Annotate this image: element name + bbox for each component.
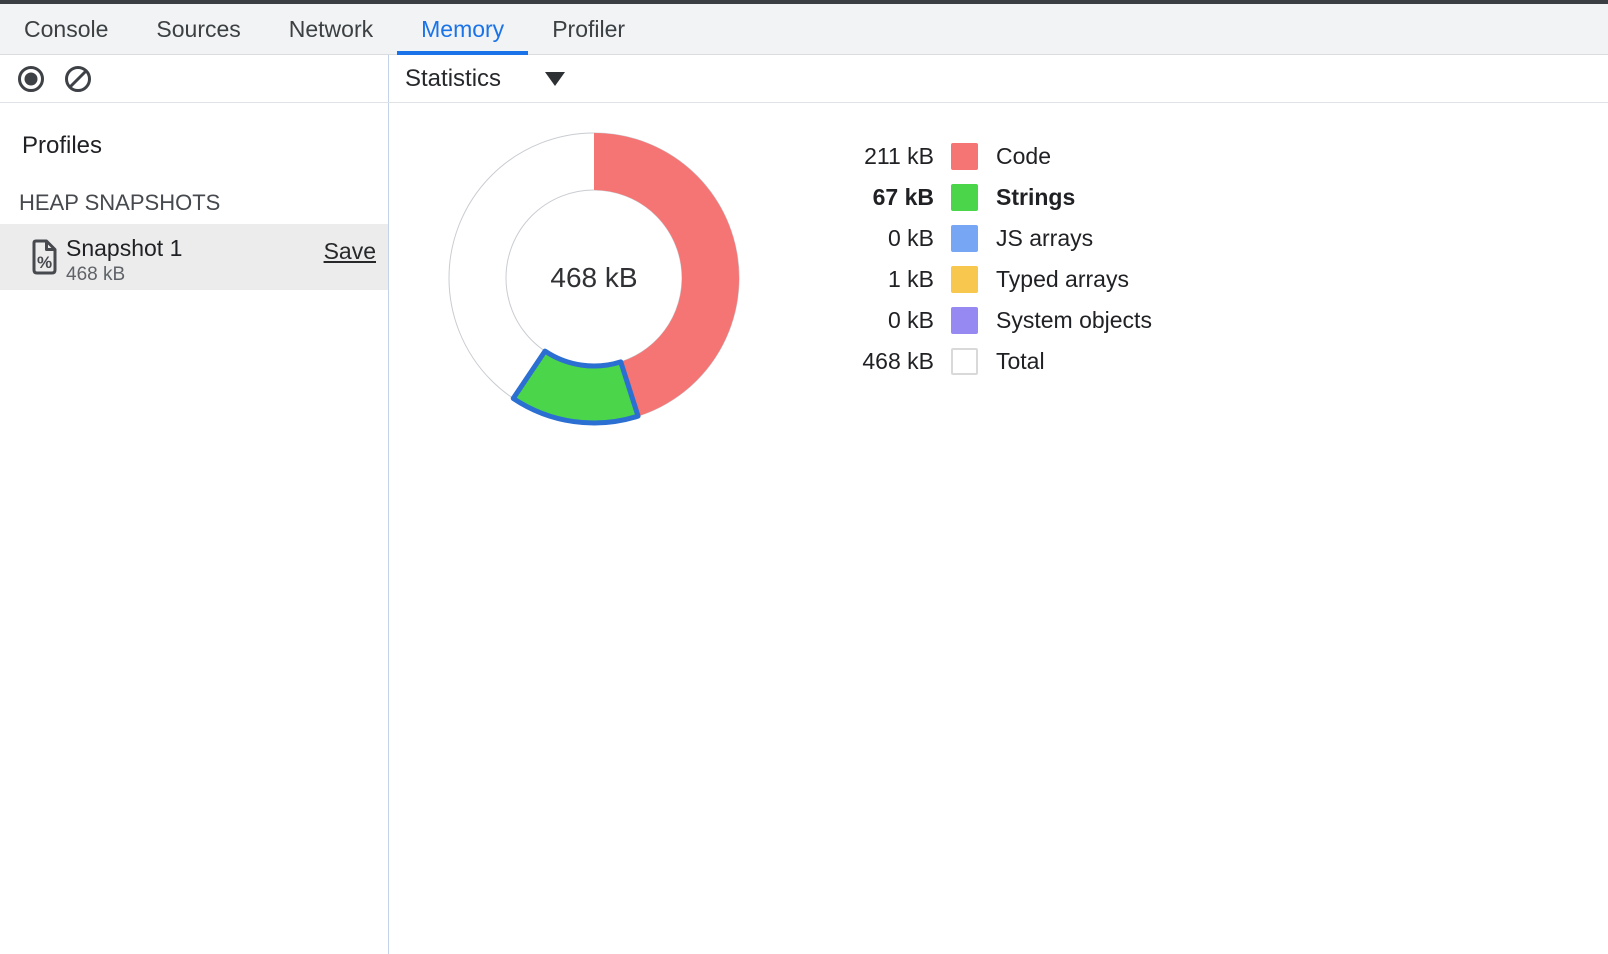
tab-profiler[interactable]: Profiler	[528, 4, 649, 54]
heap-snapshots-section-title: HEAP SNAPSHOTS	[19, 190, 221, 215]
chart-legend: 211 kB Code 67 kB Strings 0 kB JS arrays…	[849, 136, 1152, 382]
legend-row-code[interactable]: 211 kB Code	[849, 136, 1152, 177]
legend-swatch	[951, 184, 978, 211]
dropdown-caret-icon	[545, 71, 566, 86]
record-icon	[18, 65, 44, 92]
legend-label: JS arrays	[996, 225, 1094, 251]
tab-network[interactable]: Network	[265, 4, 397, 54]
tab-label: Network	[288, 15, 374, 42]
legend-label: Total	[996, 348, 1045, 374]
profiles-sidebar: Profiles HEAP SNAPSHOTS % Snapshot 1 468…	[0, 103, 389, 954]
legend-label: Strings	[996, 184, 1076, 210]
tab-label: Console	[24, 15, 109, 42]
legend-swatch	[951, 348, 978, 375]
legend-value: 0 kB	[887, 225, 934, 251]
panel-body: Profiles HEAP SNAPSHOTS % Snapshot 1 468…	[0, 103, 1608, 954]
perspective-select[interactable]: Statistics	[405, 64, 566, 93]
legend-label: Code	[996, 143, 1051, 169]
legend-value: 468 kB	[862, 348, 934, 374]
snapshot-text: Snapshot 1 468 kB	[66, 235, 182, 286]
perspective-select-value: Statistics	[405, 64, 502, 92]
tab-label: Memory	[421, 15, 505, 42]
toolbar: Statistics	[0, 55, 1608, 103]
svg-text:%: %	[37, 253, 52, 272]
clear-profiles-button[interactable]	[63, 64, 93, 94]
legend-value: 211 kB	[864, 143, 934, 169]
legend-row-system-objects[interactable]: 0 kB System objects	[849, 300, 1152, 341]
legend-row-strings[interactable]: 67 kB Strings	[849, 177, 1152, 218]
snapshot-item[interactable]: % Snapshot 1 468 kB Save	[0, 224, 388, 290]
donut-slice-strings[interactable]	[510, 348, 641, 426]
donut-slice-code[interactable]	[594, 133, 739, 417]
heap-statistics-donut-chart: 468 kB	[444, 128, 744, 428]
window-top-edge	[0, 0, 1608, 4]
profiles-title: Profiles	[22, 132, 103, 159]
snapshot-name: Snapshot 1	[66, 235, 183, 261]
legend-row-js-arrays[interactable]: 0 kB JS arrays	[849, 218, 1152, 259]
legend-swatch	[951, 225, 978, 252]
legend-value: 1 kB	[887, 266, 934, 292]
statistics-view: 468 kB 211 kB Code 67 kB Strings 0 kB JS…	[389, 103, 1608, 954]
profiles-toolbar	[0, 55, 389, 102]
donut-ring-outline	[505, 189, 683, 367]
legend-row-total[interactable]: 468 kB Total	[849, 341, 1152, 382]
view-toolbar: Statistics	[389, 55, 1608, 102]
save-snapshot-link[interactable]: Save	[323, 238, 376, 264]
tab-memory[interactable]: Memory	[397, 4, 529, 55]
legend-value: 0 kB	[887, 307, 934, 333]
clear-icon	[65, 65, 91, 92]
tab-console[interactable]: Console	[0, 4, 132, 54]
legend-label: System objects	[996, 307, 1152, 333]
snapshot-size: 468 kB	[66, 264, 126, 285]
record-heap-snapshot-button[interactable]	[16, 64, 46, 94]
tab-label: Profiler	[552, 15, 626, 42]
devtools-tabbar: Console Sources Network Memory Profiler	[0, 4, 1608, 55]
legend-value: 67 kB	[872, 184, 934, 210]
legend-swatch	[951, 307, 978, 334]
donut-chart-svg	[448, 132, 740, 426]
heap-snapshot-file-icon: %	[32, 239, 57, 275]
legend-row-typed-arrays[interactable]: 1 kB Typed arrays	[849, 259, 1152, 300]
legend-label: Typed arrays	[996, 266, 1129, 292]
legend-swatch	[951, 266, 978, 293]
legend-swatch	[951, 143, 978, 170]
tab-sources[interactable]: Sources	[132, 4, 264, 54]
tab-label: Sources	[156, 15, 241, 42]
